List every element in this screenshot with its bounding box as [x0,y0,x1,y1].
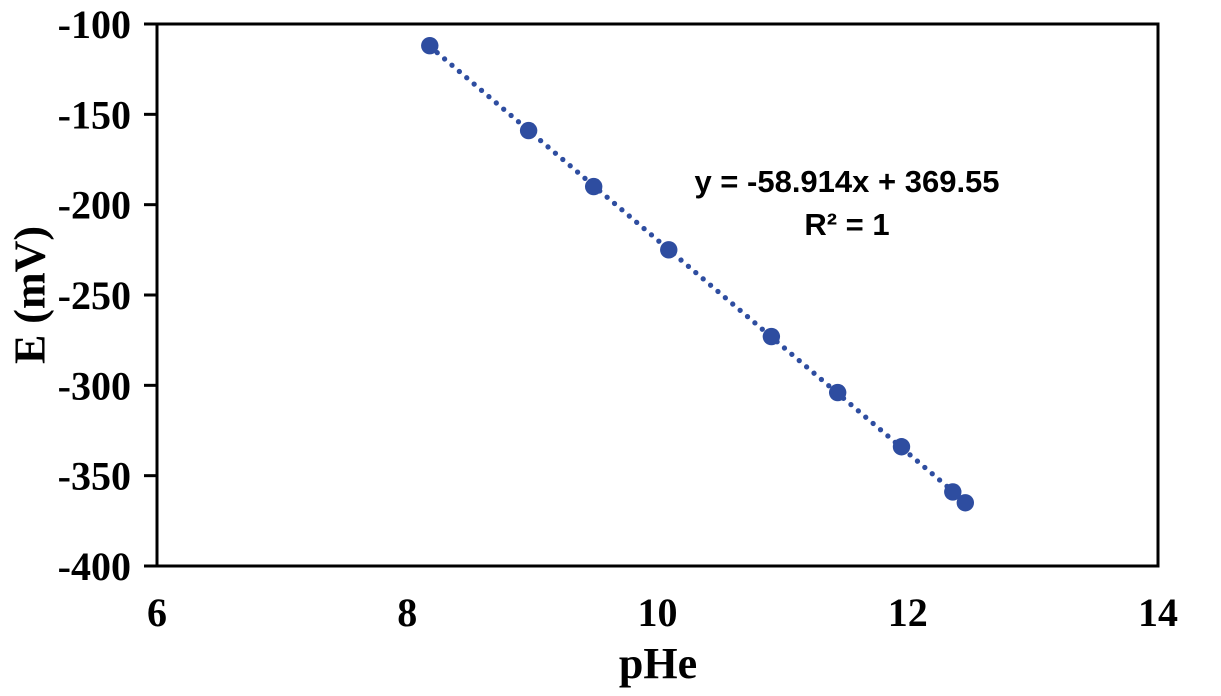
y-tick-label: -200 [58,183,131,228]
y-tick-label: -400 [58,544,131,589]
y-tick-label: -300 [58,363,131,408]
r-squared-text: R² = 1 [804,207,890,242]
trendline-annotation: y = -58.914x + 369.55 R² = 1 [694,160,999,246]
data-point-marker [421,36,439,55]
data-point-marker [944,483,962,501]
data-point-marker [519,121,538,140]
y-tick-label: -100 [58,2,131,47]
data-point-marker [892,438,911,456]
y-tick-label: -350 [58,454,131,499]
y-tick-label: -250 [58,273,131,318]
trendline-equation-text: y = -58.914x + 369.55 [694,164,1000,199]
data-point-marker [584,177,603,196]
y-tick-label: -150 [58,92,131,137]
x-tick-label: 10 [638,590,678,635]
x-tick-label: 8 [397,590,417,635]
x-tick-label: 14 [1138,590,1178,635]
data-point-marker [660,241,678,259]
x-tick-label: 6 [147,590,167,635]
x-tick-label: 12 [888,590,928,635]
y-axis-title: E (mV) [5,225,55,365]
data-point-marker [762,327,781,346]
trendline-dotted [427,43,968,505]
data-point-marker [956,494,975,512]
x-axis-title: pHe [618,639,698,688]
data-point-marker [828,383,847,402]
plot-border [155,22,1160,568]
